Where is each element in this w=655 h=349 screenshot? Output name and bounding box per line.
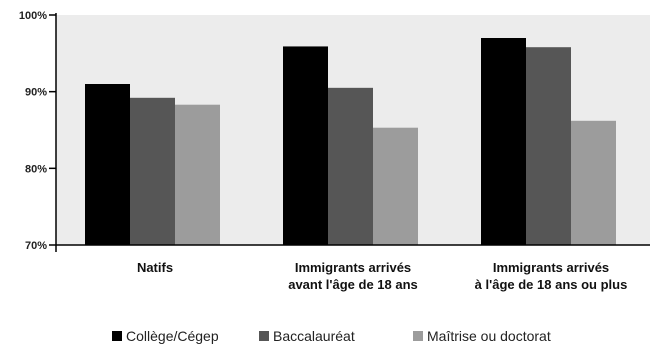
x-axis-labels: Natifs Immigrants arrivés avant l'âge de 1… <box>137 260 627 292</box>
y-tick-label: 70% <box>25 240 47 252</box>
x-category-label: Immigrants arrivés <box>493 260 609 275</box>
bar-series-0-cat-1 <box>283 46 328 245</box>
bar-series-1-cat-0 <box>130 97 175 245</box>
legend-label-0: Collège/Cégep <box>126 328 219 344</box>
bars <box>85 38 616 246</box>
legend-label-1: Baccalauréat <box>273 328 355 344</box>
legend-swatch-2 <box>413 331 423 341</box>
bar-series-1-cat-2 <box>526 47 571 246</box>
bar-series-2-cat-1 <box>373 127 418 245</box>
y-tick-label: 90% <box>25 87 47 99</box>
legend: Collège/Cégep Baccalauréat Maîtrise ou doc… <box>112 328 551 344</box>
x-category-label: Immigrants arrivés <box>295 260 411 275</box>
legend-label-2: Maîtrise ou doctorat <box>427 328 551 344</box>
y-tick-label: 100% <box>19 10 47 22</box>
y-ticks: 70% 80% 90% 100% <box>19 10 56 252</box>
bar-series-1-cat-1 <box>328 87 373 245</box>
y-tick-label: 80% <box>25 163 47 175</box>
legend-swatch-1 <box>259 331 269 341</box>
legend-swatch-0 <box>112 331 122 341</box>
bar-series-2-cat-2 <box>571 120 616 245</box>
x-category-label: Natifs <box>137 260 173 275</box>
x-category-label: à l'âge de 18 ans ou plus <box>475 277 628 292</box>
bar-series-2-cat-0 <box>175 104 220 245</box>
bar-series-0-cat-2 <box>481 38 526 245</box>
bar-series-0-cat-0 <box>85 84 130 245</box>
x-category-label: avant l'âge de 18 ans <box>288 277 418 292</box>
